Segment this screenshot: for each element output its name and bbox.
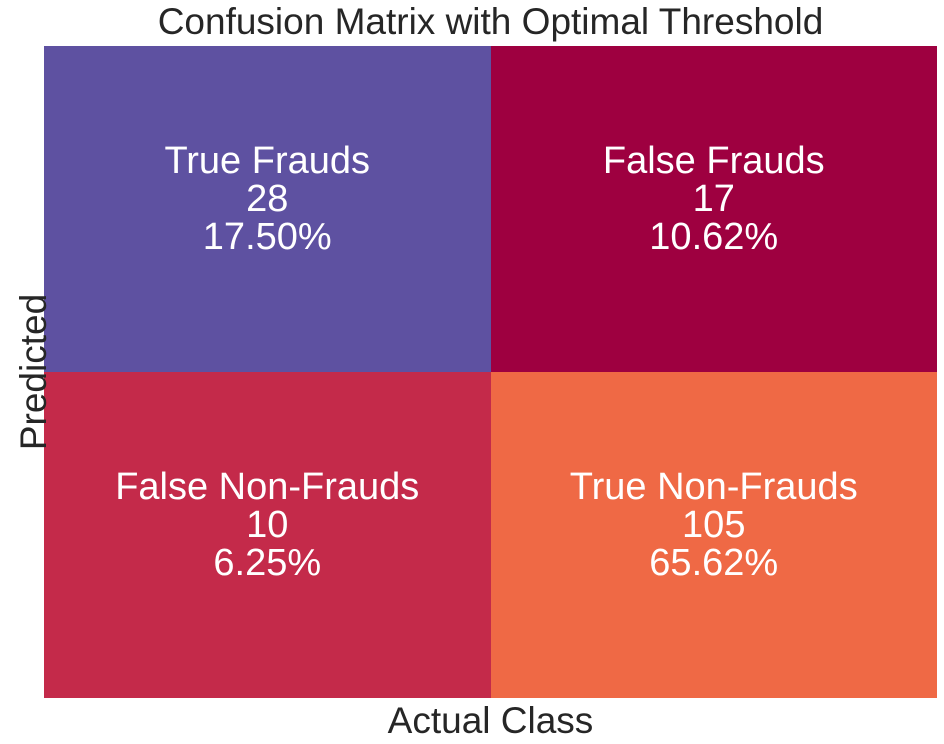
cell-label: False Frauds (602, 140, 825, 182)
cell-percent: 17.50% (202, 216, 332, 258)
heatmap-cell: False Frauds 17 10.62% (490, 46, 937, 372)
cell-count: 28 (246, 178, 289, 220)
cell-percent: 6.25% (213, 542, 322, 584)
heatmap-cell: True Frauds 28 17.50% (44, 46, 491, 372)
chart-title: Confusion Matrix with Optimal Threshold (157, 1, 824, 42)
cell-count: 17 (692, 178, 735, 220)
cell-percent: 10.62% (649, 216, 779, 258)
cell-label: False Non-Frauds (115, 466, 420, 508)
y-axis-label: Predicted (13, 293, 54, 451)
cell-label: True Frauds (164, 140, 371, 182)
heatmap-cell: True Non-Frauds 105 65.62% (490, 372, 937, 698)
cell-label: True Non-Frauds (569, 466, 858, 508)
cell-percent: 65.62% (649, 542, 779, 584)
confusion-matrix-heatmap: True Frauds 28 17.50% False Frauds 17 10.62% F… (44, 46, 937, 698)
x-axis-label: Actual Class (387, 700, 594, 741)
heatmap-cell: False Non-Frauds 10 6.25% (44, 372, 491, 698)
cell-count: 10 (246, 504, 289, 546)
cell-count: 105 (682, 504, 746, 546)
